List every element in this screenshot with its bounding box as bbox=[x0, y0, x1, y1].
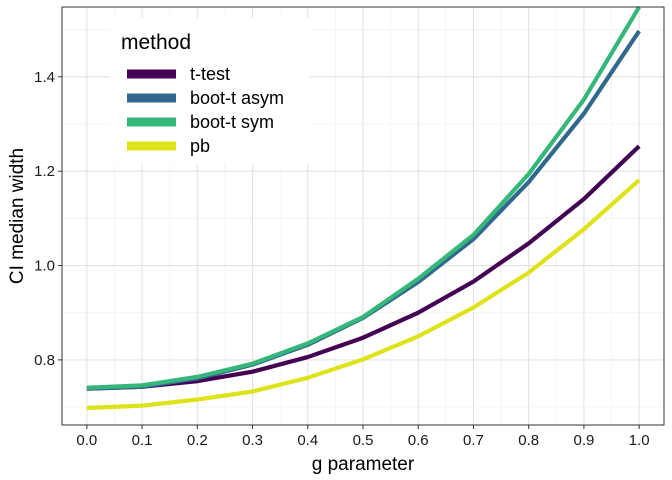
x-tick-label: 0.0 bbox=[76, 432, 97, 449]
x-tick-label: 0.1 bbox=[132, 432, 153, 449]
y-tick-label: 1.0 bbox=[34, 258, 55, 275]
x-tick-label: 0.9 bbox=[573, 432, 594, 449]
series-lines bbox=[86, 5, 641, 411]
x-axis: 0.0 0.1 0.2 0.3 0.4 0.5 0.6 0.7 0.8 0.9 1.0 bbox=[76, 425, 650, 449]
x-tick-label: 0.7 bbox=[463, 432, 484, 449]
legend-background bbox=[110, 18, 310, 164]
y-axis: 0.8 1.0 1.2 1.4 bbox=[34, 69, 62, 369]
legend-title: method bbox=[121, 31, 191, 54]
y-tick-label: 1.4 bbox=[34, 69, 55, 86]
legend-label: boot-t asym bbox=[190, 88, 284, 108]
x-tick-label: 1.0 bbox=[629, 432, 650, 449]
x-tick-label: 0.4 bbox=[297, 432, 318, 449]
x-tick-label: 0.3 bbox=[242, 432, 263, 449]
series-line-pb bbox=[86, 178, 641, 411]
legend: method t-test boot-t asym boot-t sym pb bbox=[110, 18, 310, 164]
x-tick-label: 0.2 bbox=[187, 432, 208, 449]
y-axis-title: CI median width bbox=[7, 148, 28, 284]
legend-label: t-test bbox=[190, 64, 230, 84]
grid bbox=[62, 7, 664, 425]
series-line-boot-t-sym bbox=[86, 5, 641, 390]
legend-label: pb bbox=[190, 136, 210, 156]
x-tick-label: 0.6 bbox=[408, 432, 429, 449]
x-tick-label: 0.8 bbox=[518, 432, 539, 449]
legend-label: boot-t sym bbox=[190, 112, 274, 132]
y-tick-label: 1.2 bbox=[34, 163, 55, 180]
y-tick-label: 0.8 bbox=[34, 352, 55, 369]
x-axis-title: g parameter bbox=[312, 454, 415, 475]
x-tick-label: 0.5 bbox=[353, 432, 374, 449]
